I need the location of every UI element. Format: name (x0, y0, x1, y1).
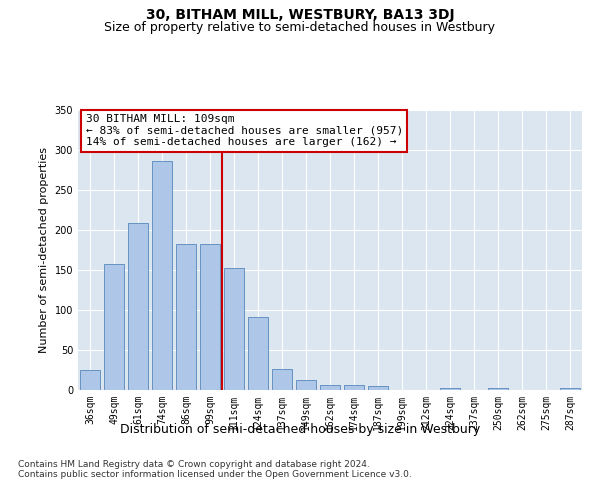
Text: Contains HM Land Registry data © Crown copyright and database right 2024.
Contai: Contains HM Land Registry data © Crown c… (18, 460, 412, 479)
Bar (128, 223, 148, 390)
Bar (152, 161, 172, 390)
Bar (104, 264, 124, 390)
Bar (272, 369, 292, 390)
Text: Distribution of semi-detached houses by size in Westbury: Distribution of semi-detached houses by … (120, 422, 480, 436)
Bar (80, 370, 100, 390)
Text: Size of property relative to semi-detached houses in Westbury: Size of property relative to semi-detach… (104, 21, 496, 34)
Bar (224, 268, 244, 390)
Bar (368, 386, 388, 390)
Bar (344, 385, 364, 390)
Y-axis label: Number of semi-detached properties: Number of semi-detached properties (39, 147, 49, 353)
Text: 30 BITHAM MILL: 109sqm
← 83% of semi-detached houses are smaller (957)
14% of se: 30 BITHAM MILL: 109sqm ← 83% of semi-det… (86, 114, 403, 148)
Bar (296, 380, 316, 390)
Bar (320, 385, 340, 390)
Bar (200, 244, 220, 390)
Text: 30, BITHAM MILL, WESTBURY, BA13 3DJ: 30, BITHAM MILL, WESTBURY, BA13 3DJ (146, 8, 454, 22)
Bar (488, 388, 508, 390)
Bar (248, 317, 268, 390)
Bar (440, 388, 460, 390)
Bar (560, 388, 580, 390)
Bar (176, 244, 196, 390)
